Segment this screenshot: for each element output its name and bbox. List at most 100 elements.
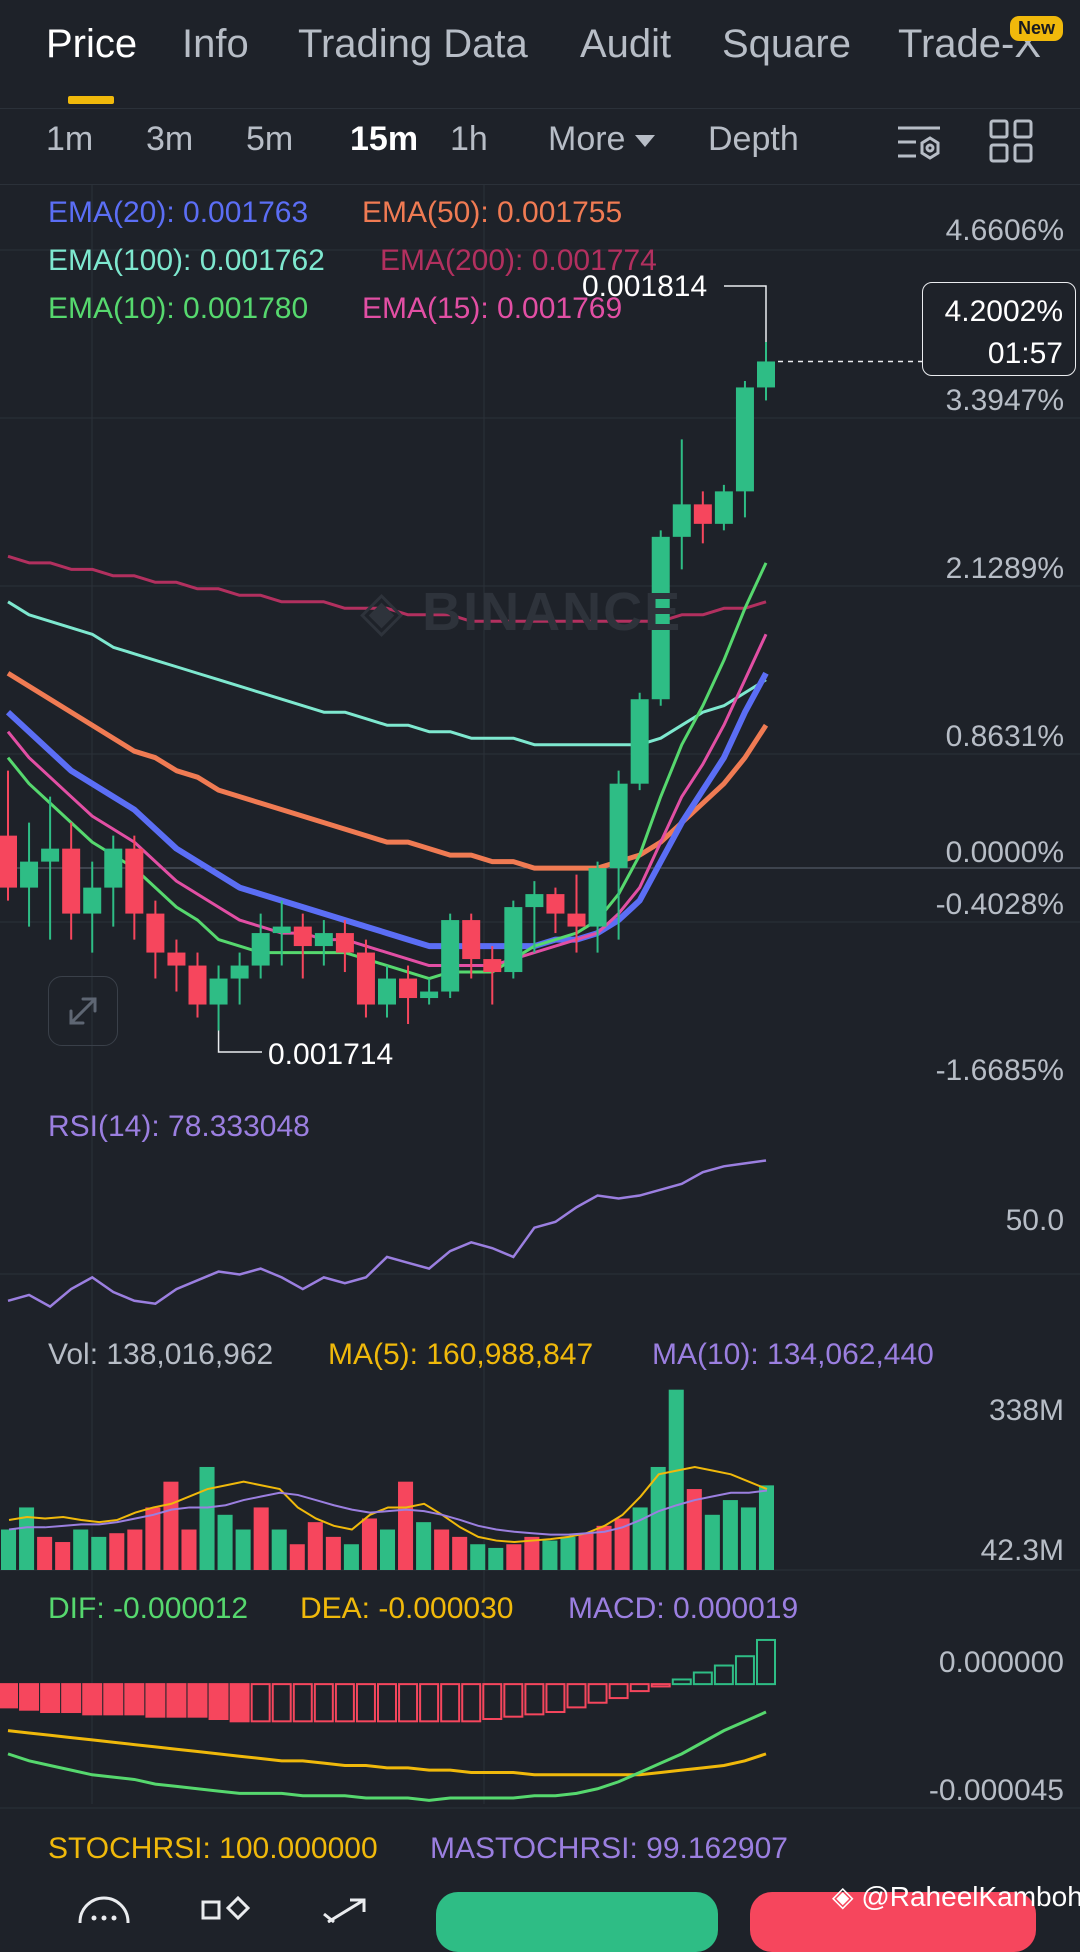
volume-bar <box>578 1533 594 1570</box>
volume-bar <box>434 1529 450 1570</box>
active-tab-indicator <box>68 96 114 104</box>
rsi-axis-label: 50.0 <box>1005 1204 1064 1237</box>
chart-settings-icon[interactable] <box>894 120 944 168</box>
rsi-line <box>7 1159 767 1309</box>
candle-body <box>20 861 39 888</box>
candle-body <box>188 965 207 1005</box>
tab-price[interactable]: Price <box>46 22 138 66</box>
macd-histogram-bar <box>40 1683 61 1714</box>
macd-axis-top: 0.000000 <box>938 1646 1064 1679</box>
candle-body <box>567 913 586 927</box>
tab-square[interactable]: Square <box>722 22 851 66</box>
chart-canvas[interactable] <box>0 184 1080 1924</box>
volume-bar <box>542 1540 558 1570</box>
tab-info[interactable]: Info <box>182 22 249 66</box>
volume-bar <box>758 1485 774 1570</box>
candle-body <box>293 926 312 947</box>
candle-countdown: 01:57 <box>987 337 1063 370</box>
candle-body <box>693 504 712 524</box>
layout-grid-icon[interactable] <box>988 118 1034 164</box>
volume-bar <box>1 1529 17 1570</box>
ema200-line <box>7 554 767 623</box>
candle-body <box>356 952 375 1005</box>
candle-body <box>504 907 523 973</box>
interval-15m[interactable]: 15m <box>350 120 419 158</box>
share-icon[interactable] <box>320 1896 374 1923</box>
fullscreen-button[interactable] <box>48 976 118 1046</box>
volume-bar <box>37 1536 53 1570</box>
volume-bar <box>361 1518 377 1570</box>
macd-histogram-bar <box>545 1683 566 1714</box>
macd-histogram-bar <box>756 1638 776 1686</box>
candle-body <box>41 848 60 862</box>
volume-bar <box>73 1529 89 1570</box>
volume-bar <box>470 1544 486 1570</box>
macd-histogram-bar <box>82 1683 103 1716</box>
macd-histogram-bar <box>734 1655 755 1686</box>
volume-bar <box>19 1507 35 1570</box>
more-options-icon[interactable] <box>76 1892 132 1923</box>
macd-histogram-bar <box>629 1683 650 1693</box>
candle-body <box>441 920 460 992</box>
macd-histogram-bar <box>103 1683 124 1716</box>
macd-histogram-bar <box>124 1683 145 1716</box>
widgets-icon[interactable] <box>200 1896 254 1923</box>
candle-body <box>546 894 565 914</box>
macd-histogram-bar <box>461 1683 482 1723</box>
buy-button[interactable] <box>436 1892 718 1952</box>
high-marker-line <box>724 285 767 342</box>
macd-value-label: MACD: 0.000019 <box>568 1592 799 1625</box>
candle-body <box>588 868 607 927</box>
interval-1h[interactable]: 1h <box>450 120 488 158</box>
binance-watermark: ◈ BINANCE <box>360 579 683 642</box>
volume-bar <box>379 1529 396 1570</box>
macd-dif-label: DIF: -0.000012 <box>48 1592 249 1625</box>
ema10-label: EMA(10): 0.001780 <box>48 292 309 325</box>
candle-body <box>378 978 396 1005</box>
volume-axis-bottom: 42.3M <box>980 1534 1064 1567</box>
volume-bar <box>398 1481 414 1570</box>
ema100-label: EMA(100): 0.001762 <box>48 244 325 277</box>
price-axis-label: -0.4028% <box>935 888 1064 921</box>
volume-bar <box>199 1466 215 1570</box>
macd-histogram-bar <box>692 1671 713 1686</box>
macd-histogram-bar <box>187 1683 208 1718</box>
volume-bar <box>271 1529 287 1570</box>
macd-histogram-bar <box>313 1683 334 1723</box>
macd-histogram-bar <box>19 1683 40 1711</box>
tab-trading-data[interactable]: Trading Data <box>298 22 528 66</box>
interval-1m[interactable]: 1m <box>46 120 94 158</box>
candle-body <box>0 835 17 888</box>
price-axis-label: 0.0000% <box>945 836 1064 869</box>
chevron-down-icon <box>635 135 656 148</box>
macd-histogram-bar <box>419 1683 440 1723</box>
candle-body <box>104 848 123 888</box>
macd-histogram-bar <box>482 1683 503 1720</box>
credit-watermark: ◈ @RaheelKamboh <box>832 1881 1080 1912</box>
candle-body <box>420 991 439 999</box>
volume-bar <box>740 1507 756 1570</box>
candle-body <box>757 361 775 388</box>
price-axis-label: -1.6685% <box>935 1054 1064 1087</box>
volume-bar <box>596 1525 612 1570</box>
macd-histogram-bar <box>145 1683 166 1718</box>
macd-axis-bottom: -0.000045 <box>928 1774 1064 1807</box>
candle-body <box>609 783 628 869</box>
more-dropdown[interactable]: More <box>548 120 656 159</box>
volume-ma5-label: MA(5): 160,988,847 <box>328 1338 594 1371</box>
macd-histogram-bar <box>0 1683 18 1709</box>
more-label: More <box>548 120 626 158</box>
depth-tab[interactable]: Depth <box>708 120 799 158</box>
interval-5m[interactable]: 5m <box>246 120 294 158</box>
interval-3m[interactable]: 3m <box>146 120 194 158</box>
candle-body <box>525 894 544 908</box>
expand-icon <box>69 997 97 1025</box>
candle-body <box>399 978 418 999</box>
macd-histogram-bar <box>292 1683 313 1723</box>
candle-body <box>125 848 144 914</box>
ema20-line <box>5 671 769 950</box>
macd-histogram-bar <box>440 1683 461 1723</box>
tab-audit[interactable]: Audit <box>580 22 672 66</box>
volume-bar <box>650 1466 666 1570</box>
candle-body <box>462 920 481 960</box>
